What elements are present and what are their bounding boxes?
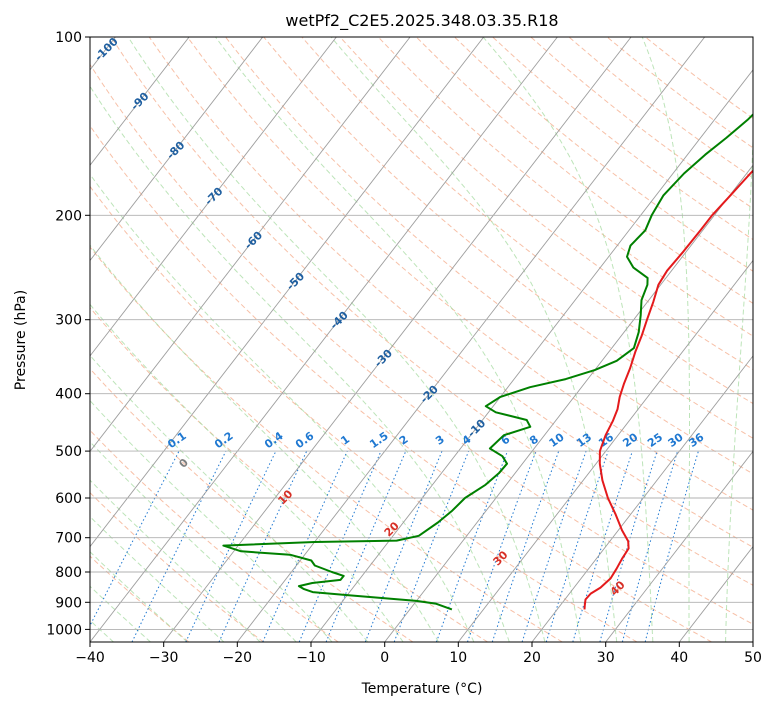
y-tick-label: 200: [55, 208, 82, 224]
isotherm-line: [384, 164, 753, 642]
dry-adiabat-line: [90, 492, 264, 642]
isotherm-line: [752, 641, 753, 642]
y-tick-label: 1000: [46, 622, 82, 638]
isotherm-line: [90, 37, 264, 262]
dry-adiabat-line: [90, 63, 753, 625]
moist-adiabat-line: [127, 37, 546, 642]
moist-adiabat-line: [90, 85, 510, 642]
y-tick-label: 500: [55, 444, 82, 460]
y-tick-label: 800: [55, 565, 82, 581]
dry-adiabat-line: [263, 37, 753, 439]
moist-adiabat-line: [90, 173, 475, 642]
x-tick-label: 30: [597, 650, 615, 666]
moist-adiabat-line: [482, 37, 654, 642]
mixing-ratio-line: [325, 450, 407, 642]
dry-adiabat-line: [90, 306, 488, 642]
mixing-ratio-line: [572, 450, 633, 642]
chart-title: wetPf2_C2E5.2025.348.03.35.R18: [285, 11, 558, 31]
mixing-ratio-line: [364, 450, 443, 642]
y-tick-label: 400: [55, 387, 82, 403]
dry-adiabat-line: [225, 37, 753, 475]
isotherm-line: [90, 37, 558, 642]
moist-adiabat-line: [641, 37, 690, 642]
x-axis-label: Temperature (°C): [361, 681, 483, 697]
isotherm-line: [457, 259, 753, 642]
x-tick-label: −10: [296, 650, 326, 666]
y-tick-label: 700: [55, 531, 82, 547]
plot-area: [90, 37, 753, 642]
dry-adiabat-line: [415, 37, 753, 304]
mixing-ratio-line: [491, 450, 560, 642]
dry-adiabat-line: [90, 555, 190, 642]
mixing-ratio-line: [599, 450, 658, 642]
x-tick-label: 20: [523, 650, 541, 666]
isotherm-line: [90, 37, 485, 548]
moist-adiabat-line: [90, 399, 333, 642]
mixing-ratio-line: [467, 450, 537, 642]
dry-adiabat-line: [110, 37, 753, 586]
mixing-ratio-line: [545, 450, 609, 642]
dry-adiabat-line: [377, 37, 753, 337]
x-tick-label: −40: [75, 650, 105, 666]
temperature-profile-line: [583, 169, 753, 610]
mixing-ratio-line: [621, 450, 679, 642]
x-tick-label: 50: [744, 650, 762, 666]
y-tick-label: 100: [55, 30, 82, 46]
dry-adiabat-line: [90, 367, 414, 642]
y-tick-label: 600: [55, 491, 82, 507]
mixing-ratio-line: [521, 450, 587, 642]
plot-frame: [89, 36, 754, 643]
y-tick-label: 300: [55, 313, 82, 329]
x-tick-label: −20: [223, 650, 253, 666]
isotherm-line: [90, 37, 337, 357]
moist-adiabat-line: [215, 37, 582, 642]
mixing-ratio-line: [90, 450, 180, 627]
y-axis-label: Pressure (hPa): [13, 290, 29, 390]
isotherm-line: [605, 450, 753, 642]
x-tick-label: 40: [670, 650, 688, 666]
isotherm-line: [163, 37, 632, 642]
isotherm-line: [90, 37, 190, 167]
mixing-ratio-line: [298, 450, 382, 642]
isotherm-line: [531, 355, 753, 642]
moist-adiabat-line: [90, 441, 297, 642]
dry-adiabat-line: [90, 246, 563, 642]
y-tick-label: 900: [55, 595, 82, 611]
mixing-ratio-line: [262, 450, 348, 642]
moist-adiabat-line: [90, 303, 404, 642]
dry-adiabat-line: [90, 185, 638, 642]
moist-adiabat-line: [90, 479, 261, 642]
moist-adiabat-line: [725, 126, 753, 642]
moist-adiabat-line: [330, 37, 618, 642]
dewpoint-profile-line: [222, 113, 753, 611]
isotherm-line: [90, 37, 411, 453]
mixing-ratio-line: [435, 450, 508, 642]
x-tick-label: 10: [449, 650, 467, 666]
x-tick-label: 0: [380, 650, 389, 666]
x-tick-label: −30: [149, 650, 179, 666]
